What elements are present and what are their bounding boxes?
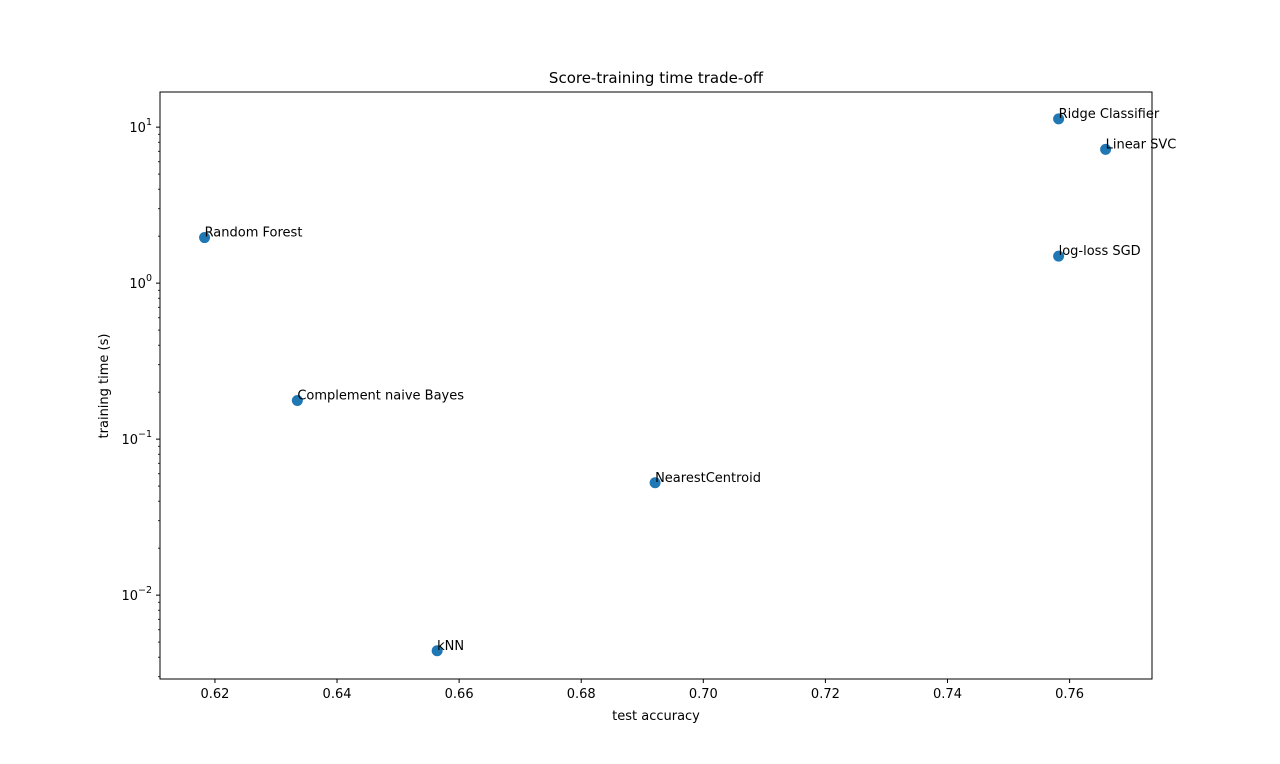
scatter-point <box>1100 143 1112 155</box>
point-label: Linear SVC <box>1106 137 1177 152</box>
y-axis: 10−2 10−1 100 101 <box>121 117 160 678</box>
x-tick-label: 0.76 <box>1055 687 1084 702</box>
scatter-point <box>199 232 211 244</box>
y-tick-label: 10−1 <box>121 429 152 448</box>
point-label: log-loss SGD <box>1059 244 1141 259</box>
scatter-point <box>649 477 661 489</box>
x-tick-label: 0.66 <box>445 687 474 702</box>
point-label: NearestCentroid <box>655 471 761 486</box>
x-tick-label: 0.64 <box>323 687 352 702</box>
x-tick-label: 0.62 <box>200 687 229 702</box>
x-tick-label: 0.74 <box>933 687 962 702</box>
scatter-point <box>291 394 303 406</box>
point-label: Random Forest <box>205 226 303 241</box>
plot-area <box>159 91 1153 680</box>
x-axis-label: test accuracy <box>612 709 700 724</box>
scatter-point <box>1053 250 1065 262</box>
scatter-point <box>431 645 443 657</box>
point-label: Complement naive Bayes <box>297 388 464 403</box>
data-points: Random Forest Complement naive Bayes kNN Ne… <box>199 107 1177 657</box>
x-tick-label: 0.68 <box>567 687 596 702</box>
x-axis: 0.62 0.64 0.66 0.68 0.70 0.72 0.74 0.76 <box>200 679 1084 702</box>
y-tick-label: 100 <box>129 273 152 292</box>
x-tick-label: 0.70 <box>689 687 718 702</box>
chart-title: Score-training time trade-off <box>549 69 764 87</box>
point-label: Ridge Classifier <box>1059 107 1160 122</box>
scatter-point <box>1053 113 1065 125</box>
y-tick-label: 10−2 <box>121 585 152 604</box>
y-tick-label: 101 <box>129 117 152 136</box>
x-tick-label: 0.72 <box>811 687 840 702</box>
point-label: kNN <box>437 639 464 654</box>
y-axis-label: training time (s) <box>97 334 112 439</box>
